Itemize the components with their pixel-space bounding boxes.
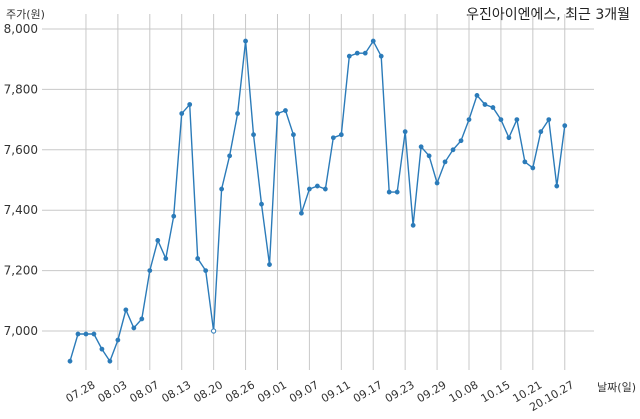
x-tick-label: 08.13 [159, 378, 193, 405]
x-tick-label: 08.20 [191, 378, 225, 405]
data-point [434, 180, 440, 186]
data-point [474, 93, 480, 98]
y-tick-label: 7,000 [4, 324, 38, 338]
x-axis-title: 날짜(일) [597, 381, 636, 394]
data-point [562, 123, 568, 129]
data-point [219, 186, 225, 192]
data-point [322, 186, 328, 192]
x-tick-label: 09.17 [351, 378, 385, 405]
data-point [362, 50, 368, 56]
data-point [235, 111, 240, 116]
x-tick-label: 10.08 [447, 378, 481, 405]
data-point [243, 38, 248, 44]
data-point [346, 53, 352, 59]
data-point [75, 331, 81, 337]
data-point [338, 132, 344, 138]
data-point [163, 256, 169, 261]
data-point [139, 316, 145, 322]
data-point [211, 328, 217, 334]
data-point [410, 222, 416, 228]
data-point [67, 358, 73, 364]
data-point [123, 307, 129, 313]
y-tick-label: 7,600 [4, 143, 38, 157]
data-point [394, 189, 400, 195]
data-point [203, 268, 209, 273]
x-tick-label: 09.07 [287, 378, 321, 405]
data-point [450, 147, 456, 153]
data-point [195, 256, 201, 261]
x-tick-label: 09.23 [383, 378, 417, 405]
x-tick-label: 09.01 [255, 378, 289, 405]
y-axis-title: 주가(원) [6, 8, 45, 21]
data-point [306, 186, 312, 192]
x-tick-label: 07.28 [64, 378, 98, 405]
x-tick-label: 09.11 [319, 378, 353, 405]
data-point [402, 129, 408, 135]
data-point [251, 132, 256, 138]
data-point [91, 331, 97, 337]
data-point [155, 237, 161, 243]
data-point [538, 129, 544, 135]
data-point [259, 201, 264, 207]
y-tick-label: 7,200 [4, 264, 38, 278]
x-tick-label: 10.15 [479, 378, 513, 405]
data-point [99, 346, 105, 352]
data-point [498, 117, 504, 122]
data-point [482, 102, 488, 107]
data-point [418, 144, 424, 150]
data-point [554, 183, 560, 189]
data-point [386, 189, 392, 195]
y-tick-label: 7,800 [4, 82, 38, 96]
x-tick-label: 08.03 [96, 378, 130, 405]
x-tick-label: 08.26 [223, 378, 257, 405]
data-point [299, 210, 304, 216]
data-point [426, 153, 432, 159]
data-point [378, 53, 384, 59]
data-point [179, 111, 185, 116]
data-point [275, 111, 280, 116]
data-point [370, 38, 376, 44]
data-point [490, 105, 496, 110]
data-point [330, 135, 336, 141]
data-point [354, 50, 360, 56]
data-point [171, 213, 177, 219]
y-tick-label: 8,000 [4, 22, 38, 36]
data-point [506, 135, 512, 141]
data-point [530, 165, 536, 171]
data-point [227, 153, 232, 159]
data-point [546, 117, 552, 122]
data-point [83, 331, 89, 337]
data-point [115, 337, 121, 343]
data-point [314, 183, 320, 189]
data-point [131, 325, 137, 331]
data-point [466, 117, 472, 122]
data-point [267, 262, 272, 267]
x-tick-label: 09.29 [415, 378, 449, 405]
data-point [458, 138, 464, 144]
data-point [283, 108, 288, 113]
data-point [291, 132, 296, 138]
data-point [147, 268, 153, 273]
data-point [107, 358, 113, 364]
data-point [442, 159, 448, 165]
data-point [514, 117, 520, 122]
chart-title: 우진아이엔에스, 최근 3개월 [466, 7, 630, 23]
x-tick-label: 08.07 [128, 378, 162, 405]
data-point [522, 159, 528, 165]
data-point [187, 102, 193, 107]
y-tick-label: 7,400 [4, 203, 38, 217]
